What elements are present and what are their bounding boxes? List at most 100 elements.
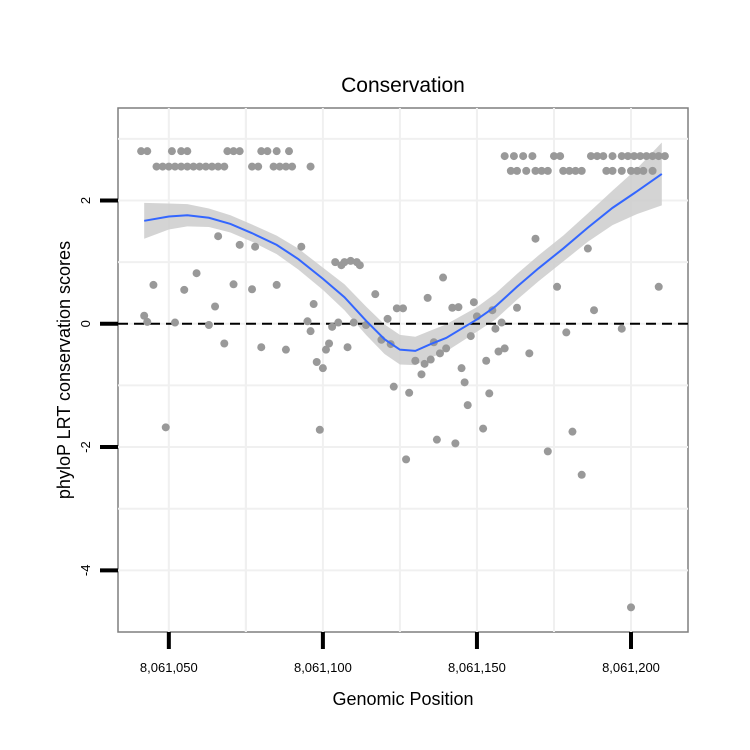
data-point [460, 378, 469, 387]
data-point [479, 424, 488, 433]
data-point [303, 317, 312, 326]
data-point [248, 285, 257, 294]
data-point [586, 152, 595, 161]
data-point [355, 261, 364, 270]
data-point [272, 147, 281, 156]
data-point [457, 364, 466, 373]
data-point [627, 603, 635, 612]
data-point [423, 293, 432, 302]
data-point [583, 244, 592, 253]
data-point [177, 162, 186, 171]
data-point [143, 317, 152, 326]
data-point [349, 318, 358, 327]
y-tick-label: 0 [78, 320, 93, 327]
data-point [451, 439, 460, 448]
data-point [617, 324, 626, 333]
data-point [485, 389, 494, 398]
data-point [189, 162, 198, 171]
data-point [207, 162, 216, 171]
data-point [306, 162, 315, 171]
data-point [328, 322, 337, 331]
data-point [432, 435, 441, 444]
confidence-band [144, 142, 662, 366]
data-point [654, 152, 663, 161]
data-point [519, 152, 528, 161]
data-point [623, 152, 632, 161]
x-tick-label: 8,061,200 [602, 660, 660, 675]
data-point [630, 152, 639, 161]
data-point [254, 162, 263, 171]
data-point [463, 401, 472, 410]
data-point [577, 470, 586, 479]
y-tick-label: -2 [78, 441, 93, 453]
data-point [627, 166, 635, 175]
data-point [285, 147, 293, 156]
data-point [448, 303, 457, 312]
data-point [426, 355, 435, 364]
data-point [513, 303, 521, 312]
data-point [340, 258, 349, 267]
data-point [608, 152, 617, 161]
data-point [171, 318, 179, 327]
data-point [389, 382, 398, 391]
data-point [183, 147, 192, 156]
data-point [439, 273, 448, 282]
data-point [559, 166, 568, 175]
data-point [158, 162, 167, 171]
plot-panel [117, 107, 689, 633]
data-point [214, 232, 223, 241]
data-point [648, 152, 657, 161]
data-point [500, 152, 509, 161]
data-point [454, 303, 463, 312]
data-point [180, 285, 189, 294]
data-point [140, 311, 149, 320]
data-point [608, 166, 617, 175]
data-point [420, 359, 429, 368]
data-point [571, 166, 580, 175]
chart-title: Conservation [341, 74, 465, 97]
data-point [343, 343, 352, 352]
data-point [161, 423, 170, 432]
data-point [411, 356, 420, 365]
x-tick-label: 8,061,150 [448, 660, 506, 675]
x-axis-label: Genomic Position [332, 689, 473, 709]
data-point [577, 166, 586, 175]
data-point [171, 162, 179, 171]
data-point [528, 152, 537, 161]
data-point [639, 166, 648, 175]
data-point [321, 345, 330, 354]
data-point [334, 318, 343, 327]
data-point [602, 166, 611, 175]
data-point [549, 152, 558, 161]
x-tick-label: 8,061,050 [140, 660, 198, 675]
data-point [525, 349, 534, 358]
data-point [204, 320, 213, 329]
data-point [223, 147, 232, 156]
data-point [497, 318, 506, 327]
data-point [315, 425, 324, 434]
data-point [417, 370, 426, 379]
data-point [617, 152, 626, 161]
data-point [309, 300, 318, 309]
data-point [251, 242, 260, 251]
data-point [562, 328, 571, 337]
data-point [235, 240, 244, 249]
data-point [248, 162, 257, 171]
data-point [469, 298, 478, 307]
y-axis: -4 -2 0 2 [78, 197, 118, 576]
data-point [506, 166, 515, 175]
data-point [325, 339, 334, 348]
data-point [331, 258, 340, 267]
data-point [636, 152, 645, 161]
data-point [220, 162, 229, 171]
data-point [509, 152, 518, 161]
data-point [654, 282, 663, 291]
data-point [553, 282, 562, 291]
data-point [392, 304, 401, 313]
data-point [556, 152, 565, 161]
data-point [275, 162, 284, 171]
data-point [405, 388, 414, 397]
data-point [137, 147, 146, 156]
data-point [195, 162, 204, 171]
